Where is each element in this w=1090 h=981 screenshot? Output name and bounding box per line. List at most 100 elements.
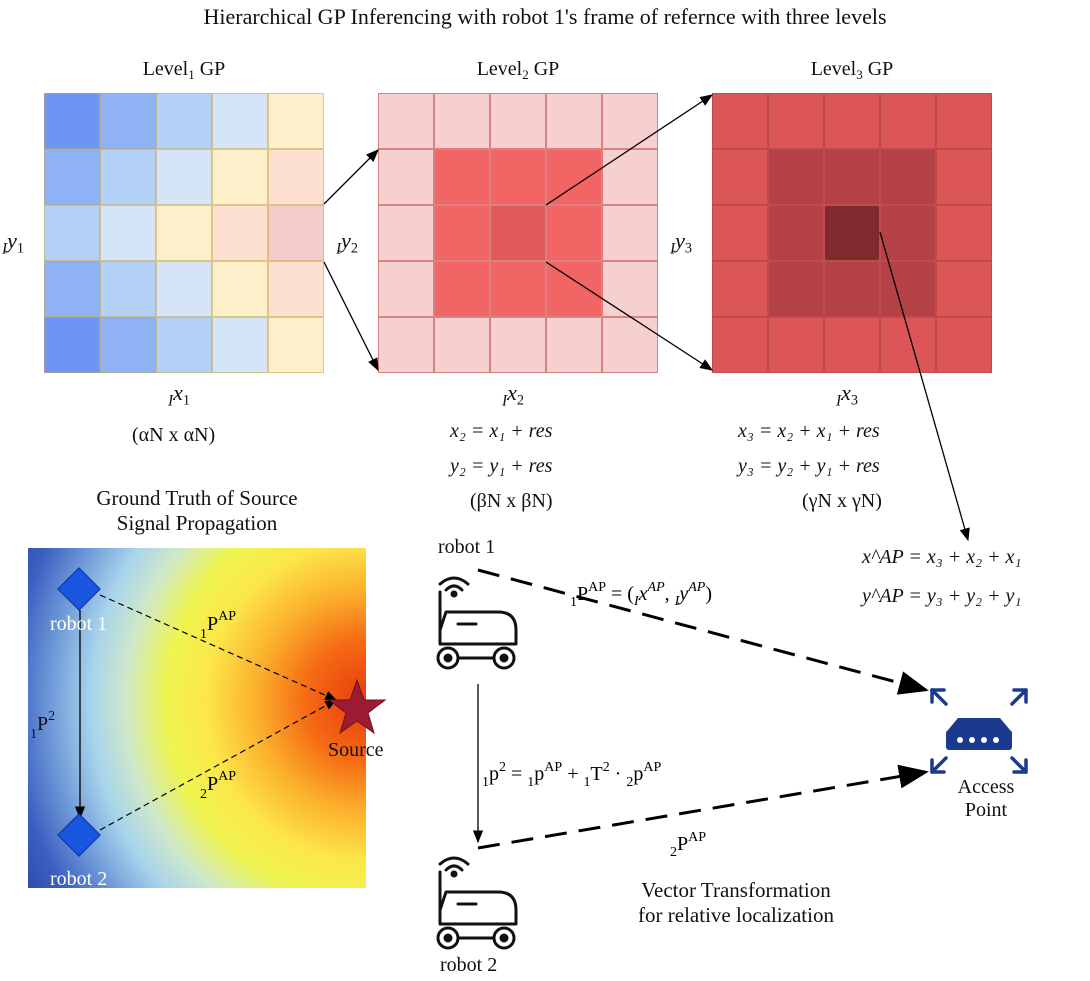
level2-cell [546, 149, 602, 205]
level3-cell [768, 317, 824, 373]
level2-cell [434, 93, 490, 149]
arrow-l2-l3-bottom [545, 261, 714, 371]
level1-cell [212, 149, 268, 205]
level1-cell [44, 261, 100, 317]
gt-1pap-label: 1PAP [200, 609, 236, 642]
level1-cell [100, 93, 156, 149]
robot2-marker [57, 813, 101, 857]
level1-cell [212, 261, 268, 317]
transform-vector-2pap [477, 764, 929, 850]
level2-cell [602, 261, 658, 317]
level2-eq-x: x₂ = x₁ + res [450, 420, 553, 442]
transform-vector-1pap [477, 568, 929, 695]
arrow-l3-to-ap-eq [879, 231, 970, 542]
level2-cell [602, 317, 658, 373]
ap-eq-x: x^AP = x₃ + x₂ + x₁ [862, 546, 1022, 568]
transform-composition-eq: 1p2 = 1pAP + 1T2 · 2pAP [482, 760, 661, 790]
level3-cell [824, 93, 880, 149]
level2-cell [546, 205, 602, 261]
robot2-icon [436, 856, 518, 950]
level3-cell [880, 93, 936, 149]
level3-cell [712, 205, 768, 261]
level3-cell [880, 261, 936, 317]
level3-cell [768, 93, 824, 149]
level3-grid [712, 93, 992, 373]
robot1-marker [57, 567, 101, 611]
transform-caption: Vector Transformation for relative local… [638, 878, 834, 927]
ground-truth-title: Ground Truth of Source Signal Propagatio… [96, 486, 298, 535]
level1-cell [44, 205, 100, 261]
level1-cell [212, 317, 268, 373]
level2-dims: (βN x βN) [470, 490, 553, 512]
level3-cell [768, 205, 824, 261]
level2-cell [378, 149, 434, 205]
access-point-icon [930, 688, 1028, 774]
level3-cell [880, 317, 936, 373]
access-point-label: Access Point [957, 776, 1015, 821]
level1-y-label: Iy1 [2, 228, 25, 258]
level3-cell [824, 317, 880, 373]
gt-robot2-label: robot 2 [50, 868, 107, 890]
vector-1pap [99, 594, 338, 701]
level1-cell [268, 93, 324, 149]
level2-eq-y: y₂ = y₁ + res [450, 455, 553, 477]
level3-cell [936, 205, 992, 261]
level2-cell [378, 317, 434, 373]
transform-2pap-label: 2PAP [670, 830, 706, 860]
level2-cell [434, 205, 490, 261]
arrow-l1-l2-bottom [323, 261, 379, 372]
level3-cell [712, 261, 768, 317]
level3-cell [880, 205, 936, 261]
level3-cell [936, 93, 992, 149]
level3-cell [824, 261, 880, 317]
level1-cell [100, 149, 156, 205]
vector-2pap [99, 699, 338, 831]
level3-cell [824, 149, 880, 205]
level3-cell [712, 149, 768, 205]
level3-eq-x: x₃ = x₂ + x₁ + res [738, 420, 880, 442]
level1-cell [156, 93, 212, 149]
level1-dims: (αN x αN) [132, 424, 216, 446]
level2-cell [434, 317, 490, 373]
level3-cell [712, 317, 768, 373]
arrow-l2-l3-top [545, 94, 714, 206]
level1-cell [212, 93, 268, 149]
level1-cell [100, 205, 156, 261]
arrow-l1-l2-top [323, 149, 379, 205]
level2-grid [378, 93, 658, 373]
level2-cell [546, 317, 602, 373]
level1-cell [268, 149, 324, 205]
level2-cell [546, 93, 602, 149]
level1-cell [156, 261, 212, 317]
transform-robot2-label: robot 2 [440, 954, 498, 976]
robot1-icon [436, 576, 518, 670]
level2-cell [602, 93, 658, 149]
level1-grid [44, 93, 324, 373]
level1-title: Level1 GP [142, 58, 226, 82]
level1-cell [100, 317, 156, 373]
level2-cell [602, 205, 658, 261]
level1-cell [44, 317, 100, 373]
transform-1pap-eq: 1PAP = (IxAP, IyAP) [570, 580, 712, 610]
gt-2pap-label: 2PAP [200, 769, 236, 802]
level3-cell [936, 261, 992, 317]
level3-eq-y: y₃ = y₂ + y₁ + res [738, 455, 880, 477]
level2-cell [546, 261, 602, 317]
gt-source-label: Source [328, 739, 384, 761]
level3-cell [936, 149, 992, 205]
level3-title: Level3 GP [810, 58, 894, 82]
level1-cell [44, 149, 100, 205]
level1-cell [100, 261, 156, 317]
level3-dims: (γN x γN) [802, 490, 882, 512]
level1-cell [268, 261, 324, 317]
level2-cell [490, 317, 546, 373]
level1-cell [44, 93, 100, 149]
gt-1p2-label: 1P2 [30, 709, 55, 742]
level3-cell [880, 149, 936, 205]
diagram-title: Hierarchical GP Inferencing with robot 1… [203, 4, 887, 29]
level2-cell [378, 205, 434, 261]
ap-eq-y: y^AP = y₃ + y₂ + y₁ [862, 585, 1022, 607]
level1-cell [268, 317, 324, 373]
level3-cell [936, 317, 992, 373]
